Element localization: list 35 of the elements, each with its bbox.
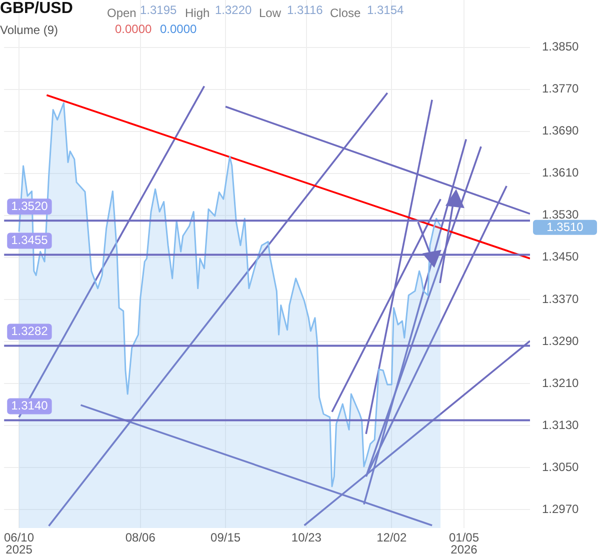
ref-line-label: 1.3455 [11, 233, 48, 248]
annotation: 1.3220 [215, 3, 252, 17]
y-tick-label: 1.3690 [542, 124, 580, 138]
x-tick-label: 06/10 2025 [4, 530, 34, 556]
annotation: 1.3195 [140, 3, 177, 17]
y-tick-label: 1.2970 [542, 502, 580, 516]
y-tick-label: 1.3450 [542, 250, 580, 264]
y-tick-label: 1.3370 [542, 292, 580, 306]
annotation: 1.3154 [367, 3, 404, 17]
chart-title: GBP/USD [0, 0, 73, 18]
x-tick-label: 10/23 [291, 530, 322, 544]
x-tick-label: 01/05 2026 [448, 530, 480, 556]
annotation: High [185, 6, 210, 20]
y-tick-label: 1.3850 [542, 40, 580, 54]
y-tick-label: 1.3610 [542, 166, 580, 180]
annotation: Open [107, 6, 136, 20]
annotation: Close [330, 6, 361, 20]
y-tick-label: 1.3210 [542, 376, 580, 390]
y-tick-label: 1.3770 [542, 82, 580, 96]
y-tick-label: 1.3530 [542, 208, 580, 222]
annotation: 0.0000 [160, 22, 197, 36]
annotation: Volume (9) [0, 23, 58, 37]
ref-line-label: 1.3140 [11, 398, 48, 413]
text: 1.3510 [546, 220, 584, 234]
y-tick-label: 1.3290 [542, 334, 580, 348]
x-tick-label: 12/02 [376, 530, 407, 544]
ref-line-label: 1.3520 [11, 198, 48, 213]
x-tick-label: 08/06 [125, 530, 156, 544]
y-tick-label: 1.3130 [542, 418, 580, 432]
y-tick-label: 1.3050 [542, 460, 580, 474]
ref-line-label: 1.3282 [11, 324, 48, 338]
annotation: 1.3116 [287, 3, 323, 17]
x-tick-label: 09/15 [210, 530, 241, 544]
annotation: 0.0000 [115, 22, 152, 36]
annotation: Low [259, 6, 282, 20]
